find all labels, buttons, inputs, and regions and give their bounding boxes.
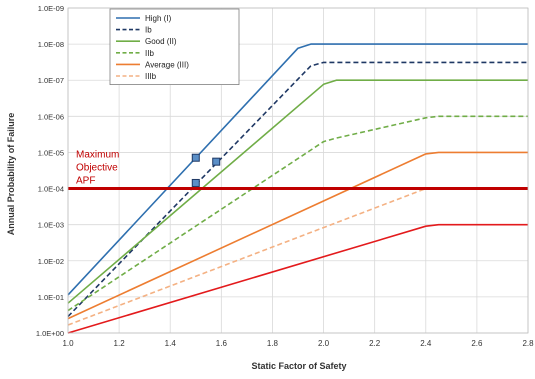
y-tick-label: 1.0E-01 [38, 293, 64, 302]
y-axis-label: Annual Probability of Failure [6, 113, 16, 236]
reference-line-label-line: Maximum [76, 149, 119, 160]
reference-line-label-line: Objective [76, 162, 118, 173]
series-line-5 [67, 187, 528, 326]
x-tick-label: 2.6 [471, 339, 483, 348]
legend: High (I) Ib Good (II) IIb Average (III) IIIb [109, 8, 240, 85]
legend-label: IIIb [145, 72, 157, 81]
x-tick-label: 1.2 [114, 339, 126, 348]
x-tick-label: 2.0 [318, 339, 330, 348]
y-tick-label: 1.0E-03 [38, 221, 64, 230]
x-tick-label: 1.4 [165, 339, 177, 348]
data-point [212, 157, 221, 166]
y-tick-label: 1.0E-06 [38, 112, 64, 121]
legend-label: Good (II) [145, 37, 177, 46]
reference-line-label-line: APF [76, 175, 95, 186]
x-tick-label: 2.2 [369, 339, 381, 348]
series-line-1 [67, 61, 528, 318]
y-tick-label: 1.0E-02 [38, 257, 64, 266]
x-axis-label: Static Factor of Safety [251, 361, 346, 371]
x-tick-label: 2.8 [522, 339, 534, 348]
series-line-4 [67, 151, 528, 320]
x-tick-label: 1.8 [267, 339, 279, 348]
legend-label: Average (III) [145, 60, 189, 69]
legend-label: Ib [145, 26, 152, 35]
reference-line-group: Maximum Objective APF [68, 149, 528, 191]
points-group [191, 153, 221, 187]
axes: 1.0 1.2 1.4 1.6 1.8 2.0 2.2 2.4 2.6 2.8 1.0E+00 1.0… [36, 4, 534, 348]
y-tick-label: 1.0E-04 [38, 185, 64, 194]
y-tick-label: 1.0E-08 [38, 40, 64, 49]
plot-frame [67, 7, 529, 334]
data-point [191, 153, 200, 162]
legend-box [109, 8, 240, 85]
x-tick-label: 1.6 [216, 339, 228, 348]
series-line-6 [67, 223, 528, 334]
y-tick-label: 1.0E-09 [38, 4, 64, 13]
data-point [191, 178, 200, 187]
reference-line-label: Maximum Objective APF [76, 149, 119, 186]
legend-label: IIb [145, 49, 154, 58]
x-tick-label: 2.4 [420, 339, 432, 348]
y-tick-label: 1.0E-05 [38, 148, 64, 157]
series-line-0 [67, 43, 528, 296]
y-tick-label: 1.0E-07 [38, 76, 64, 85]
legend-label: High (I) [145, 14, 172, 23]
x-tick-label: 1.0 [62, 339, 74, 348]
series-line-2 [67, 79, 528, 304]
y-tick-label: 1.0E+00 [36, 329, 64, 338]
